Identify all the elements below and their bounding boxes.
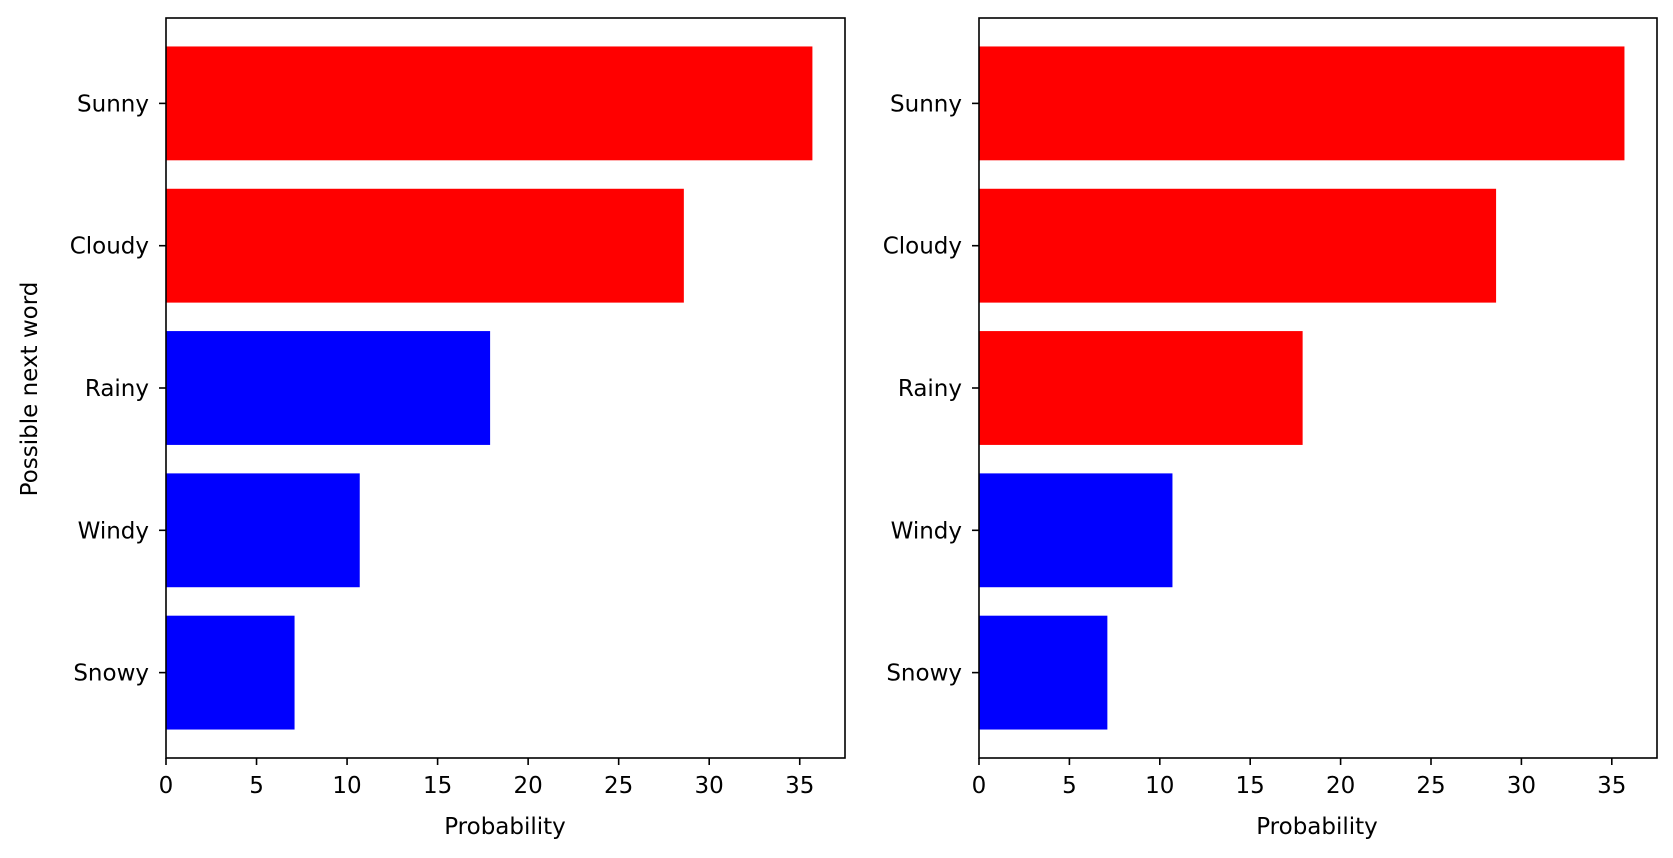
right-bar-sunny	[979, 46, 1625, 161]
left-x-tick-label: 30	[695, 773, 724, 799]
left-y-tick-label: Rainy	[85, 376, 149, 402]
right-chart-panel: Sunny Cloudy Rainy Windy Snowy 0 5 10 15 20 25 30 35	[883, 17, 1658, 799]
right-y-tick-label: Cloudy	[883, 234, 962, 260]
left-x-tick-label: 10	[332, 773, 361, 799]
right-x-tick-label: 5	[1062, 773, 1077, 799]
left-x-tick-label: 15	[423, 773, 452, 799]
left-bar-cloudy	[166, 188, 684, 303]
right-y-tick-label: Snowy	[886, 661, 962, 687]
right-x-tick-label: 30	[1507, 773, 1536, 799]
right-bar-cloudy	[979, 188, 1497, 303]
right-bar-snowy	[979, 615, 1108, 730]
left-bar-snowy	[166, 615, 295, 730]
right-plot-frame	[978, 17, 1658, 759]
right-x-tick-label: 35	[1597, 773, 1626, 799]
right-x-tick-label: 15	[1236, 773, 1265, 799]
right-y-tick-label: Sunny	[890, 91, 962, 117]
right-bar-windy	[979, 473, 1173, 588]
right-bar-rainy	[979, 331, 1303, 445]
left-bar-sunny	[166, 46, 813, 161]
left-plot-frame	[165, 17, 846, 759]
left-y-tick-label: Windy	[78, 518, 149, 544]
left-y-axis-label: Possible next word	[17, 282, 43, 497]
left-x-axis-label: Probability	[444, 814, 566, 840]
left-x-tick-label: 25	[604, 773, 633, 799]
left-chart-panel: Sunny Cloudy Rainy Windy Snowy 0 5 10 15 20 25 30 35	[70, 17, 846, 799]
left-bar-rainy	[166, 331, 491, 445]
left-bar-windy	[166, 473, 360, 588]
right-x-tick-label: 25	[1416, 773, 1445, 799]
left-x-tick-label: 20	[513, 773, 542, 799]
left-x-tick-label: 5	[249, 773, 264, 799]
right-x-tick-label: 10	[1145, 773, 1174, 799]
left-x-tick-label: 35	[785, 773, 814, 799]
right-y-tick-label: Rainy	[898, 376, 962, 402]
right-y-tick-label: Windy	[891, 518, 962, 544]
left-y-tick-label: Snowy	[73, 661, 149, 687]
left-y-tick-label: Cloudy	[70, 234, 149, 260]
right-x-tick-label: 20	[1326, 773, 1355, 799]
left-y-tick-label: Sunny	[77, 91, 149, 117]
right-x-axis-label: Probability	[1256, 814, 1378, 840]
right-x-tick-label: 0	[972, 773, 987, 799]
left-x-tick-label: 0	[159, 773, 174, 799]
